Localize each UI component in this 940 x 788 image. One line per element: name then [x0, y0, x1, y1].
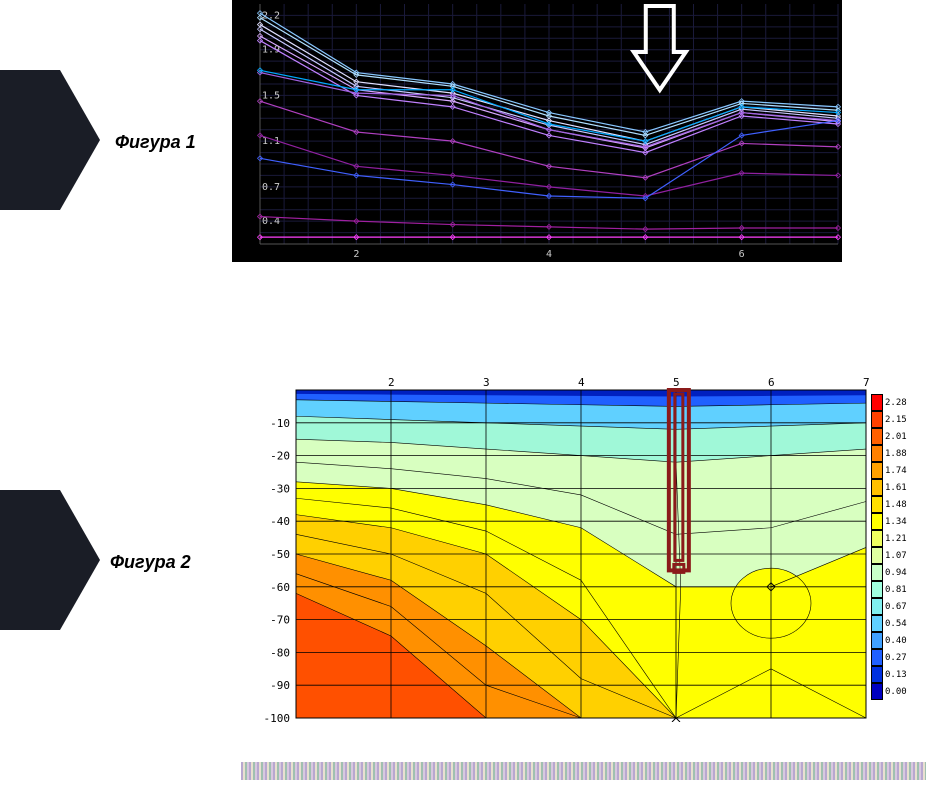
legend-row: 0.94 — [871, 564, 926, 581]
legend-swatch — [871, 581, 883, 598]
svg-text:-90: -90 — [270, 679, 290, 692]
legend-swatch — [871, 615, 883, 632]
fig1-chart: 0.40.71.11.51.92.2246 — [232, 0, 842, 262]
legend-row: 1.88 — [871, 445, 926, 462]
legend-swatch — [871, 513, 883, 530]
svg-text:-50: -50 — [270, 548, 290, 561]
svg-text:5: 5 — [673, 376, 680, 389]
legend-row: 0.67 — [871, 598, 926, 615]
legend-value: 0.27 — [885, 653, 907, 663]
legend-row: 1.74 — [871, 462, 926, 479]
legend-swatch — [871, 598, 883, 615]
legend-row: 2.01 — [871, 428, 926, 445]
pointer-fig1 — [0, 70, 100, 210]
legend-swatch — [871, 445, 883, 462]
legend-row: 0.00 — [871, 683, 926, 700]
legend-value: 1.34 — [885, 517, 907, 527]
legend-swatch — [871, 564, 883, 581]
legend-swatch — [871, 649, 883, 666]
legend-row: 0.27 — [871, 649, 926, 666]
svg-text:-70: -70 — [270, 614, 290, 627]
legend-swatch — [871, 547, 883, 564]
legend-row: 0.40 — [871, 632, 926, 649]
legend-value: 1.07 — [885, 551, 907, 561]
legend-value: 1.88 — [885, 449, 907, 459]
legend-row: 1.48 — [871, 496, 926, 513]
legend-swatch — [871, 394, 883, 411]
svg-text:0.7: 0.7 — [262, 182, 280, 193]
legend-value: 0.54 — [885, 619, 907, 629]
fig2-legend: 2.28 2.15 2.01 1.88 1.74 1.61 1.48 1.34 1.21 1.07… — [871, 394, 926, 704]
legend-row: 0.54 — [871, 615, 926, 632]
legend-row: 1.21 — [871, 530, 926, 547]
fig1-label: Фигура 1 — [115, 132, 196, 153]
legend-row: 1.07 — [871, 547, 926, 564]
legend-row: 2.28 — [871, 394, 926, 411]
legend-value: 0.00 — [885, 687, 907, 697]
legend-value: 2.28 — [885, 398, 907, 408]
legend-value: 0.67 — [885, 602, 907, 612]
legend-swatch — [871, 479, 883, 496]
legend-row: 1.61 — [871, 479, 926, 496]
svg-text:4: 4 — [546, 249, 552, 260]
legend-value: 0.13 — [885, 670, 907, 680]
svg-text:-10: -10 — [270, 417, 290, 430]
svg-text:-30: -30 — [270, 482, 290, 495]
legend-value: 2.01 — [885, 432, 907, 442]
fig2-label: Фигура 2 — [110, 552, 191, 573]
legend-swatch — [871, 683, 883, 700]
svg-text:-60: -60 — [270, 581, 290, 594]
svg-text:4: 4 — [578, 376, 585, 389]
legend-swatch — [871, 632, 883, 649]
svg-text:-80: -80 — [270, 646, 290, 659]
svg-text:6: 6 — [768, 376, 775, 389]
fig2-svg: 2 3 4 5 6 7 -10 -20 -30 -40 -50 -60 -70 -80 -90 -100 — [258, 372, 870, 722]
svg-text:3: 3 — [483, 376, 490, 389]
legend-value: 0.94 — [885, 568, 907, 578]
legend-swatch — [871, 428, 883, 445]
svg-text:2: 2 — [353, 249, 359, 260]
legend-value: 2.15 — [885, 415, 907, 425]
fig2-chart: 234567-10-20-30-40-50-60-70-80-90-100 2.… — [258, 372, 870, 722]
svg-text:1.1: 1.1 — [262, 136, 280, 147]
legend-value: 1.21 — [885, 534, 907, 544]
legend-row: 0.13 — [871, 666, 926, 683]
svg-text:6: 6 — [739, 249, 745, 260]
pointer-fig2 — [0, 490, 100, 630]
svg-text:2: 2 — [388, 376, 395, 389]
svg-text:1.5: 1.5 — [262, 90, 280, 101]
svg-text:7: 7 — [863, 376, 870, 389]
legend-value: 1.61 — [885, 483, 907, 493]
legend-row: 2.15 — [871, 411, 926, 428]
legend-swatch — [871, 666, 883, 683]
svg-text:-20: -20 — [270, 450, 290, 463]
svg-text:-100: -100 — [264, 712, 291, 722]
legend-row: 0.81 — [871, 581, 926, 598]
legend-swatch — [871, 530, 883, 547]
legend-value: 0.81 — [885, 585, 907, 595]
legend-swatch — [871, 496, 883, 513]
legend-swatch — [871, 411, 883, 428]
noise-strip — [241, 762, 926, 780]
svg-text:-40: -40 — [270, 515, 290, 528]
legend-row: 1.34 — [871, 513, 926, 530]
legend-value: 1.74 — [885, 466, 907, 476]
legend-value: 0.40 — [885, 636, 907, 646]
fig1-svg: 0.40.71.11.51.92.2246 — [232, 0, 842, 262]
legend-swatch — [871, 462, 883, 479]
legend-value: 1.48 — [885, 500, 907, 510]
